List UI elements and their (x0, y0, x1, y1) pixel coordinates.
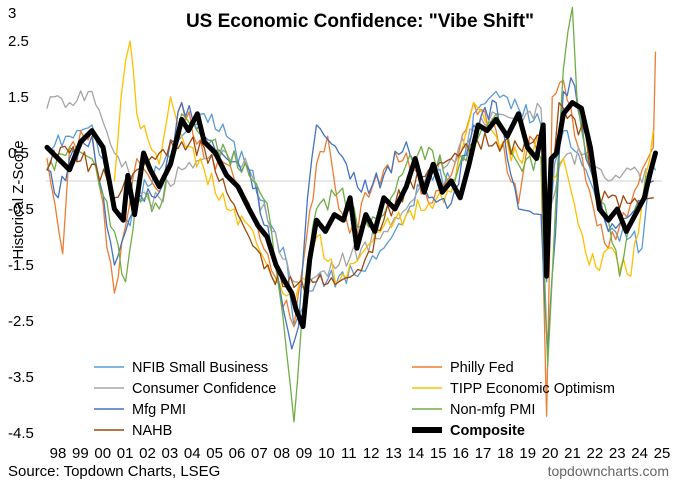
x-tick-label: 00 (94, 445, 111, 462)
y-axis-label: Historical Z-Score (10, 140, 27, 259)
legend-entry: NFIB Small Business (132, 360, 268, 376)
x-tick-label: 11 (341, 445, 357, 462)
y-tick-label: 2.5 (8, 33, 29, 50)
x-tick-label: 12 (363, 445, 380, 462)
x-tick-label: 25 (654, 445, 671, 462)
x-tick-label: 05 (206, 445, 223, 462)
y-tick-label: -3.5 (8, 369, 34, 386)
x-tick-label: 20 (542, 445, 559, 462)
x-tick-label: 04 (184, 445, 201, 462)
x-tick-label: 14 (408, 445, 425, 462)
legend-entry: Consumer Confidence (132, 381, 276, 397)
x-tick-label: 16 (452, 445, 469, 462)
x-tick-label: 21 (564, 445, 581, 462)
series-line-tipp-economic-optimism (113, 40, 654, 305)
legend-entry: Mfg PMI (132, 402, 186, 418)
x-tick-label: 03 (162, 445, 179, 462)
y-tick-label: 1.5 (8, 89, 29, 106)
y-tick-label: -1.5 (8, 257, 34, 274)
x-tick-label: 10 (318, 445, 335, 462)
x-tick-label: 02 (139, 445, 156, 462)
x-tick-label: 23 (609, 445, 626, 462)
x-axis-ticks: 98 99 00 01 02 03 04 05 06 07 08 09 10 11 12 13 14 15 16 17… (50, 445, 671, 462)
series-lines (44, 6, 658, 423)
x-tick-label: 22 (587, 445, 604, 462)
x-tick-label: 08 (273, 445, 290, 462)
legend-entry: Composite (450, 423, 525, 439)
series-line-composite (44, 100, 658, 330)
x-tick-label: 15 (430, 445, 447, 462)
x-tick-label: 13 (385, 445, 402, 462)
watermark: topdowncharts.com (548, 463, 669, 479)
source-note: Source: Topdown Charts, LSEG (8, 463, 220, 480)
x-tick-label: 06 (229, 445, 246, 462)
legend: NFIB Small Business Philly Fed Consumer Co… (94, 360, 615, 439)
chart-title: US Economic Confidence: "Vibe Shift" (186, 11, 534, 32)
x-tick-label: 01 (117, 445, 134, 462)
x-tick-label: 07 (251, 445, 268, 462)
y-tick-label: 3 (8, 5, 16, 22)
legend-entry: Philly Fed (450, 360, 514, 376)
x-tick-label: 18 (497, 445, 514, 462)
y-tick-label: -2.5 (8, 313, 34, 330)
x-tick-label: 19 (519, 445, 536, 462)
legend-entry: Non-mfg PMI (450, 402, 535, 418)
legend-entry: TIPP Economic Optimism (450, 381, 615, 397)
y-tick-label: 0.5 (8, 145, 29, 162)
y-tick-label: -4.5 (8, 425, 34, 442)
legend-entry: NAHB (132, 423, 172, 439)
x-tick-label: 09 (296, 445, 313, 462)
x-tick-label: 24 (631, 445, 648, 462)
y-tick-label: -0.5 (8, 201, 34, 218)
x-tick-label: 99 (72, 445, 89, 462)
x-tick-label: 17 (475, 445, 492, 462)
x-tick-label: 98 (50, 445, 67, 462)
y-axis-ticks: 3 2.5 1.5 0.5 -0.5 -1.5 -2.5 -3.5 -4.5 (8, 5, 34, 442)
